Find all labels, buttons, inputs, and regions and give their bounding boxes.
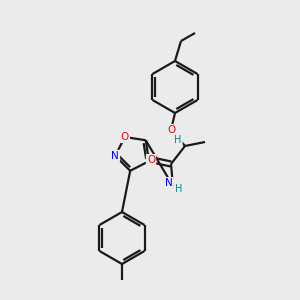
Text: H: H: [175, 184, 183, 194]
Text: O: O: [147, 155, 155, 165]
Text: N: N: [111, 151, 119, 161]
Text: N: N: [165, 178, 173, 188]
Text: O: O: [167, 125, 175, 135]
Text: H: H: [174, 135, 182, 145]
Text: O: O: [121, 132, 129, 142]
